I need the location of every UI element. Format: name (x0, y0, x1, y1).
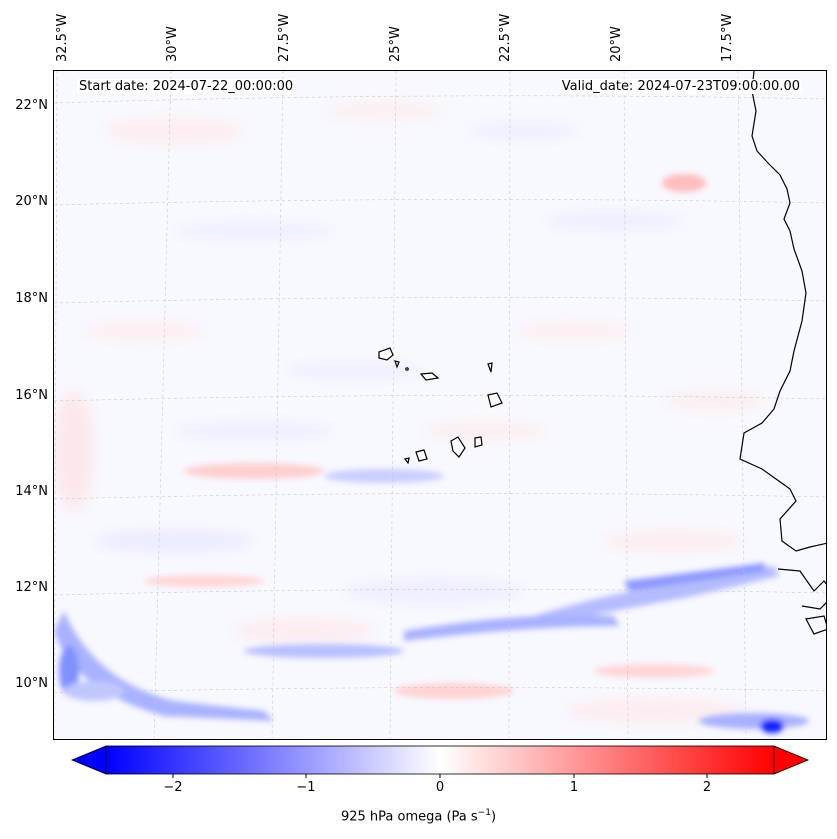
colorbar-gradient (105, 745, 775, 775)
valid-date-label: Valid_date: 2024-07-23T09:00:00.00 (559, 79, 802, 94)
colorbar-tick-label: −2 (163, 780, 183, 795)
colorbar-label-suffix: ) (490, 809, 497, 825)
colorbar-tick-label: 1 (569, 780, 579, 795)
lon-label: 27.5°W (277, 13, 292, 62)
lon-label: 17.5°W (720, 13, 735, 62)
lat-label: 16°N (15, 388, 48, 403)
lat-label: 20°N (15, 194, 48, 209)
map-panel[interactable]: Start date: 2024-07-22_00:00:00 Valid_da… (53, 70, 827, 740)
colorbar-min-extend (70, 745, 107, 775)
colorbar-label: 925 hPa omega (Pa s−1) (0, 808, 837, 824)
lat-label: 14°N (15, 484, 48, 499)
coastline (739, 71, 826, 635)
colorbar-tick-label: 2 (702, 780, 712, 795)
start-date-label: Start date: 2024-07-22_00:00:00 (77, 79, 296, 94)
graticule (54, 71, 826, 739)
colorbar-tick-label: 0 (435, 780, 445, 795)
omega-field (54, 71, 826, 739)
field-background-pattern (54, 101, 764, 723)
lat-label: 10°N (15, 676, 48, 691)
colorbar (0, 740, 837, 839)
colorbar-label-exponent: −1 (477, 808, 491, 818)
lon-label: 30°W (165, 26, 180, 62)
lon-label: 22.5°W (498, 13, 513, 62)
lat-label: 18°N (15, 291, 48, 306)
field-strong-features (54, 174, 809, 733)
colorbar-swatches (70, 745, 810, 778)
colorbar-tick-label: −1 (296, 780, 316, 795)
lon-label: 25°W (388, 26, 403, 62)
cape-verde-islands (378, 347, 503, 465)
lat-label: 12°N (15, 580, 48, 595)
lon-label: 20°W (609, 26, 624, 62)
colorbar-max-extend (773, 745, 810, 775)
colorbar-label-prefix: 925 hPa omega (Pa s (340, 809, 478, 825)
lon-label: 32.5°W (55, 13, 70, 62)
lat-label: 22°N (15, 98, 48, 113)
